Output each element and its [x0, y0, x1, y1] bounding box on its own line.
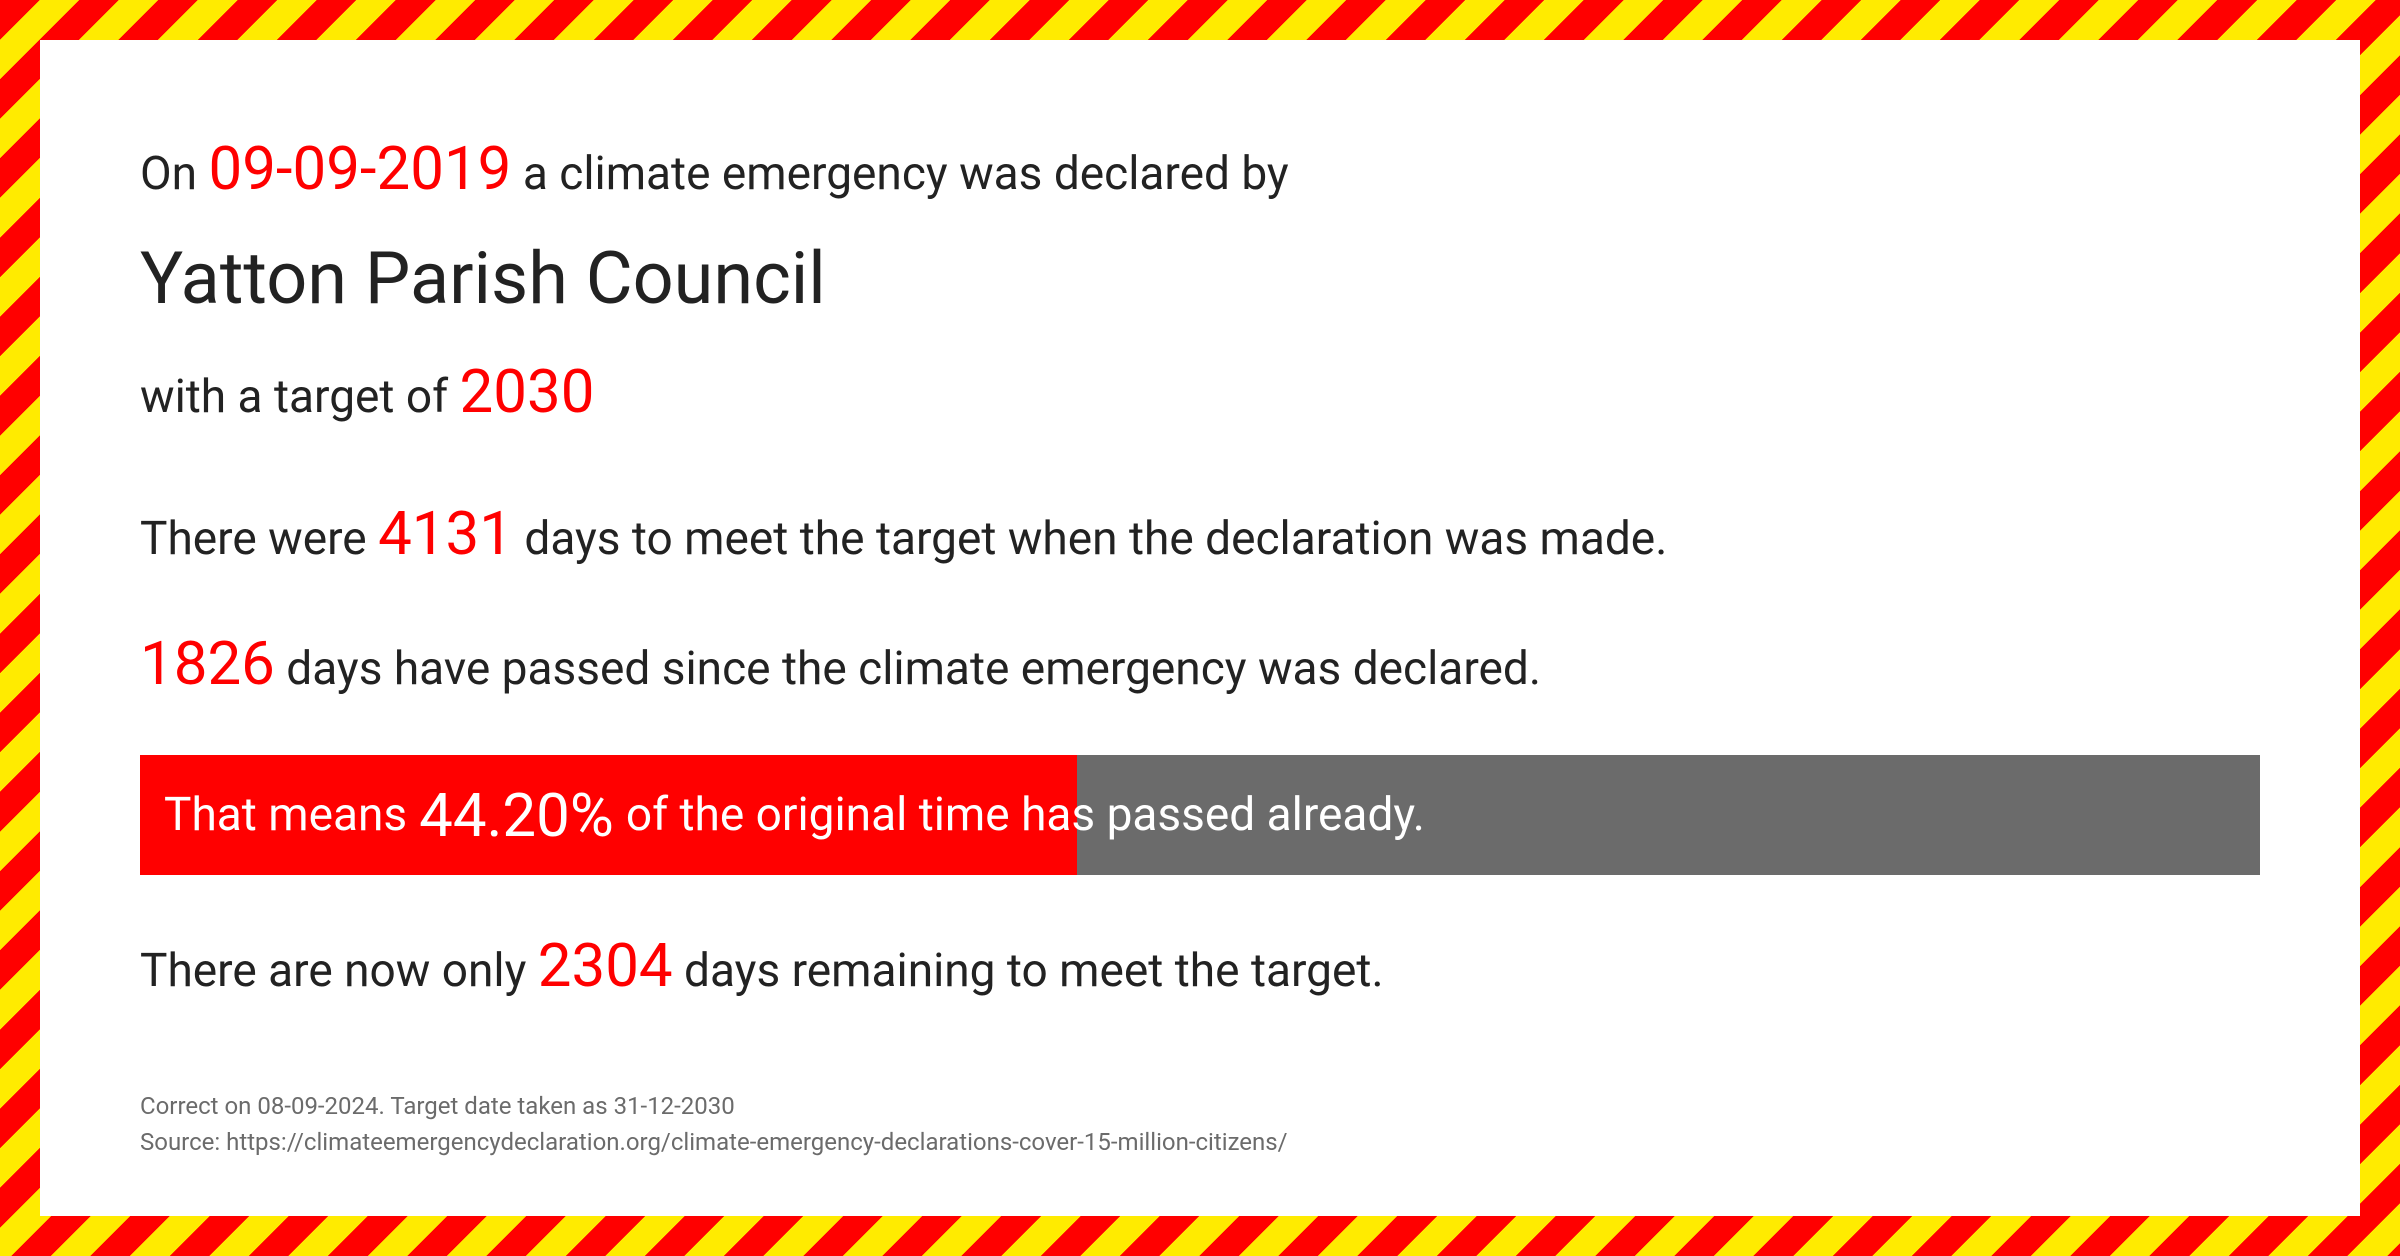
- target-line: with a target of 2030: [140, 353, 2260, 431]
- days-total-value: 4131: [378, 498, 513, 569]
- target-prefix: with a target of: [140, 370, 460, 424]
- declaration-prefix: On: [140, 147, 208, 201]
- declaration-line: On 09-09-2019 a climate emergency was de…: [140, 130, 2260, 208]
- days-remaining-value: 2304: [538, 930, 673, 1001]
- declaration-date: 09-09-2019: [208, 133, 511, 204]
- days-remaining-suffix: days remaining to meet the target.: [673, 944, 1384, 998]
- footer-line-2: Source: https://climateemergencydeclarat…: [140, 1124, 1288, 1160]
- council-name: Yatton Parish Council: [140, 236, 2260, 321]
- progress-suffix: of the original time has passed already.: [626, 788, 1425, 842]
- days-passed-suffix: days have passed since the climate emerg…: [275, 642, 1541, 696]
- hazard-border: On 09-09-2019 a climate emergency was de…: [0, 0, 2400, 1256]
- target-year: 2030: [460, 356, 595, 427]
- progress-bar-text: That means 44.20% of the original time h…: [140, 755, 1425, 875]
- days-remaining-line: There are now only 2304 days remaining t…: [140, 927, 2260, 1005]
- days-total-line: There were 4131 days to meet the target …: [140, 495, 2260, 573]
- progress-bar: That means 44.20% of the original time h…: [140, 755, 2260, 875]
- progress-percent: 44.20%: [419, 780, 614, 851]
- footer-block: Correct on 08-09-2024. Target date taken…: [140, 1088, 1288, 1160]
- declaration-suffix: a climate emergency was declared by: [511, 147, 1288, 201]
- days-total-suffix: days to meet the target when the declara…: [513, 512, 1667, 566]
- footer-line-1: Correct on 08-09-2024. Target date taken…: [140, 1088, 1288, 1124]
- days-remaining-prefix: There are now only: [140, 944, 538, 998]
- days-passed-value: 1826: [140, 628, 275, 699]
- progress-prefix: That means: [164, 788, 407, 842]
- days-total-prefix: There were: [140, 512, 378, 566]
- content-panel: On 09-09-2019 a climate emergency was de…: [40, 40, 2360, 1216]
- days-passed-line: 1826 days have passed since the climate …: [140, 625, 2260, 703]
